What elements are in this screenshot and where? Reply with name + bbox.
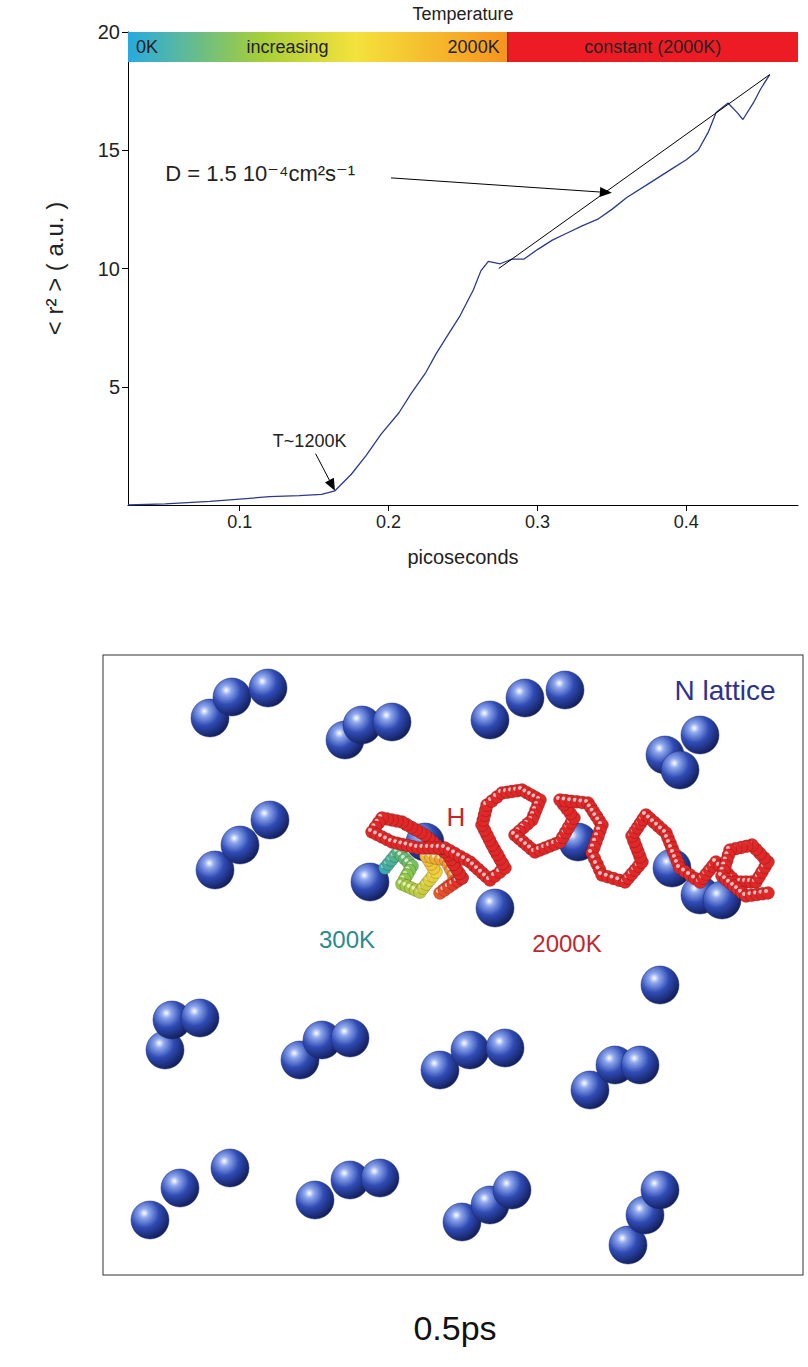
svg-text:constant (2000K): constant (2000K) [584,37,721,57]
svg-text:0.1: 0.1 [227,512,252,532]
svg-text:H: H [447,802,466,832]
svg-text:picoseconds: picoseconds [407,546,518,568]
svg-text:300K: 300K [319,926,375,953]
svg-text:0.3: 0.3 [525,512,550,532]
svg-text:2000K: 2000K [448,37,500,57]
svg-text:Temperature: Temperature [412,4,513,24]
svg-text:0K: 0K [136,37,158,57]
svg-text:10: 10 [98,258,120,280]
svg-text:increasing: increasing [246,37,328,57]
svg-text:15: 15 [98,139,120,161]
svg-text:0.5ps: 0.5ps [413,1309,496,1347]
svg-text:20: 20 [98,21,120,43]
svg-text:< r² > ( a.u. ): < r² > ( a.u. ) [41,202,68,335]
svg-text:D = 1.5 10⁻⁴cm²s⁻¹: D = 1.5 10⁻⁴cm²s⁻¹ [165,161,355,186]
svg-text:0.2: 0.2 [376,512,401,532]
svg-text:N lattice: N lattice [674,675,775,706]
svg-text:0.4: 0.4 [674,512,699,532]
svg-text:5: 5 [109,376,120,398]
svg-text:T~1200K: T~1200K [273,431,347,451]
svg-text:2000K: 2000K [532,930,601,957]
